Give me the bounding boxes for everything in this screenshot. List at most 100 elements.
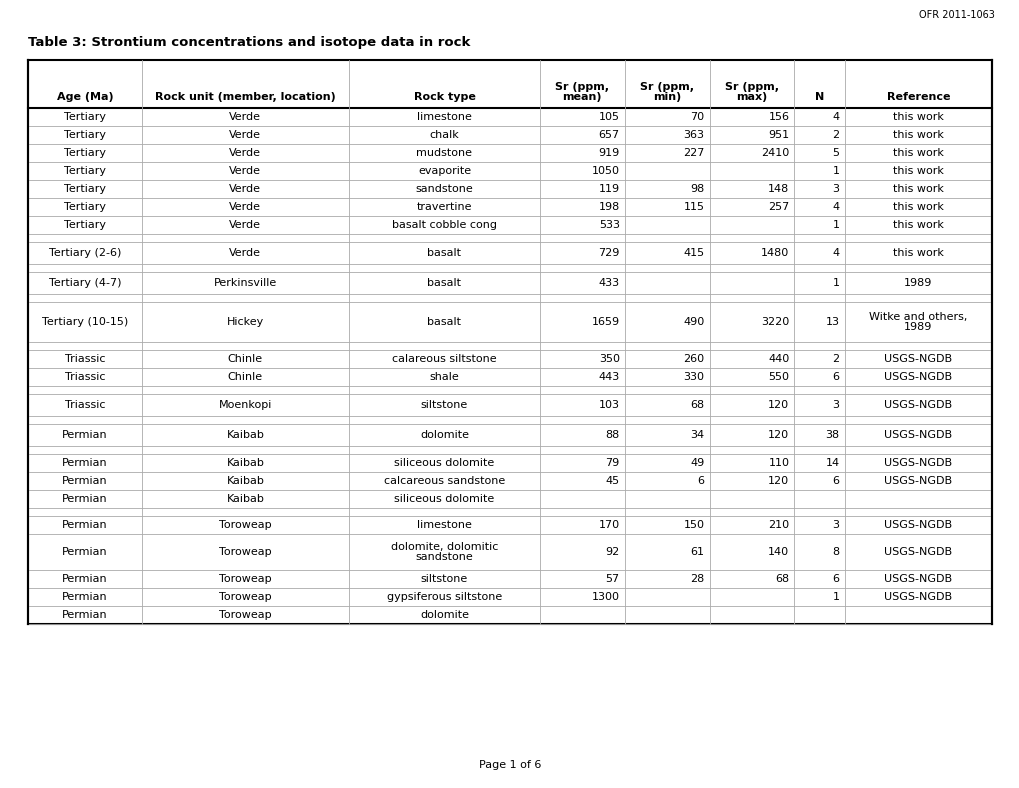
- Text: 433: 433: [598, 278, 620, 288]
- Text: 2410: 2410: [760, 148, 789, 158]
- Text: Tertiary: Tertiary: [64, 166, 106, 176]
- Text: 8: 8: [832, 547, 839, 557]
- Text: Toroweap: Toroweap: [219, 574, 271, 584]
- Text: 919: 919: [598, 148, 620, 158]
- Text: 1: 1: [832, 278, 839, 288]
- Text: 330: 330: [683, 372, 704, 382]
- Text: limestone: limestone: [417, 112, 472, 122]
- Text: 198: 198: [598, 202, 620, 212]
- Text: 1659: 1659: [591, 317, 620, 327]
- Text: calcareous sandstone: calcareous sandstone: [383, 476, 504, 486]
- Text: 120: 120: [767, 476, 789, 486]
- Text: Triassic: Triassic: [64, 354, 105, 364]
- Text: 68: 68: [690, 400, 704, 410]
- Text: 4: 4: [832, 248, 839, 258]
- Text: 3: 3: [832, 520, 839, 530]
- Text: 156: 156: [767, 112, 789, 122]
- Text: 257: 257: [767, 202, 789, 212]
- Text: 92: 92: [605, 547, 620, 557]
- Text: Verde: Verde: [229, 248, 261, 258]
- Text: Reference: Reference: [886, 92, 949, 102]
- Text: 68: 68: [774, 574, 789, 584]
- Text: siliceous dolomite: siliceous dolomite: [394, 494, 494, 504]
- Text: USGS-NGDB: USGS-NGDB: [883, 592, 952, 602]
- Text: basalt: basalt: [427, 278, 461, 288]
- Text: Permian: Permian: [62, 574, 108, 584]
- Text: Toroweap: Toroweap: [219, 592, 271, 602]
- Text: 415: 415: [683, 248, 704, 258]
- Text: Page 1 of 6: Page 1 of 6: [478, 760, 541, 770]
- Text: calareous siltstone: calareous siltstone: [391, 354, 496, 364]
- Text: 657: 657: [598, 130, 620, 140]
- Text: 1: 1: [832, 220, 839, 230]
- Text: Tertiary (4-7): Tertiary (4-7): [49, 278, 121, 288]
- Text: travertine: travertine: [417, 202, 472, 212]
- Text: Tertiary (2-6): Tertiary (2-6): [49, 248, 121, 258]
- Text: 148: 148: [767, 184, 789, 194]
- Text: gypsiferous siltstone: gypsiferous siltstone: [386, 592, 501, 602]
- Text: 120: 120: [767, 430, 789, 440]
- Text: USGS-NGDB: USGS-NGDB: [883, 520, 952, 530]
- Text: mean): mean): [562, 92, 601, 102]
- Text: Kaibab: Kaibab: [226, 430, 264, 440]
- Text: 2: 2: [832, 354, 839, 364]
- Text: 115: 115: [683, 202, 704, 212]
- Text: Permian: Permian: [62, 610, 108, 620]
- Text: Triassic: Triassic: [64, 400, 105, 410]
- Text: this work: this work: [892, 184, 943, 194]
- Text: 4: 4: [832, 202, 839, 212]
- Text: 110: 110: [767, 458, 789, 468]
- Text: 3: 3: [832, 400, 839, 410]
- Text: 2: 2: [832, 130, 839, 140]
- Text: N: N: [814, 92, 823, 102]
- Text: shale: shale: [429, 372, 459, 382]
- Text: OFR 2011-1063: OFR 2011-1063: [918, 10, 994, 20]
- Text: 1989: 1989: [903, 322, 931, 332]
- Text: sandstone: sandstone: [415, 184, 473, 194]
- Text: Verde: Verde: [229, 112, 261, 122]
- Text: Tertiary: Tertiary: [64, 112, 106, 122]
- Text: 61: 61: [690, 547, 704, 557]
- Text: Perkinsville: Perkinsville: [214, 278, 277, 288]
- Text: Permian: Permian: [62, 458, 108, 468]
- Text: this work: this work: [892, 148, 943, 158]
- Text: this work: this work: [892, 112, 943, 122]
- Text: 440: 440: [767, 354, 789, 364]
- Text: 3220: 3220: [760, 317, 789, 327]
- Text: siliceous dolomite: siliceous dolomite: [394, 458, 494, 468]
- Text: Triassic: Triassic: [64, 372, 105, 382]
- Text: Tertiary: Tertiary: [64, 220, 106, 230]
- Text: 14: 14: [824, 458, 839, 468]
- Text: 150: 150: [683, 520, 704, 530]
- Text: basalt: basalt: [427, 248, 461, 258]
- Text: 88: 88: [605, 430, 620, 440]
- Text: 729: 729: [598, 248, 620, 258]
- Text: 103: 103: [598, 400, 620, 410]
- Text: siltstone: siltstone: [421, 574, 468, 584]
- Text: Permian: Permian: [62, 494, 108, 504]
- Text: this work: this work: [892, 130, 943, 140]
- Text: evaporite: evaporite: [418, 166, 471, 176]
- Text: 6: 6: [832, 574, 839, 584]
- Text: 6: 6: [697, 476, 704, 486]
- Text: Chinle: Chinle: [227, 372, 263, 382]
- Text: Rock type: Rock type: [413, 92, 475, 102]
- Text: chalk: chalk: [429, 130, 459, 140]
- Text: 550: 550: [767, 372, 789, 382]
- Text: Kaibab: Kaibab: [226, 494, 264, 504]
- Text: 6: 6: [832, 476, 839, 486]
- Text: 140: 140: [767, 547, 789, 557]
- Text: this work: this work: [892, 220, 943, 230]
- Text: Permian: Permian: [62, 592, 108, 602]
- Text: Tertiary: Tertiary: [64, 202, 106, 212]
- Text: Kaibab: Kaibab: [226, 458, 264, 468]
- Text: dolomite, dolomitic: dolomite, dolomitic: [390, 542, 497, 552]
- Text: 6: 6: [832, 372, 839, 382]
- Text: 28: 28: [690, 574, 704, 584]
- Text: Verde: Verde: [229, 148, 261, 158]
- Text: Permian: Permian: [62, 430, 108, 440]
- Text: Permian: Permian: [62, 520, 108, 530]
- Text: Verde: Verde: [229, 220, 261, 230]
- Text: limestone: limestone: [417, 520, 472, 530]
- Text: 1300: 1300: [591, 592, 620, 602]
